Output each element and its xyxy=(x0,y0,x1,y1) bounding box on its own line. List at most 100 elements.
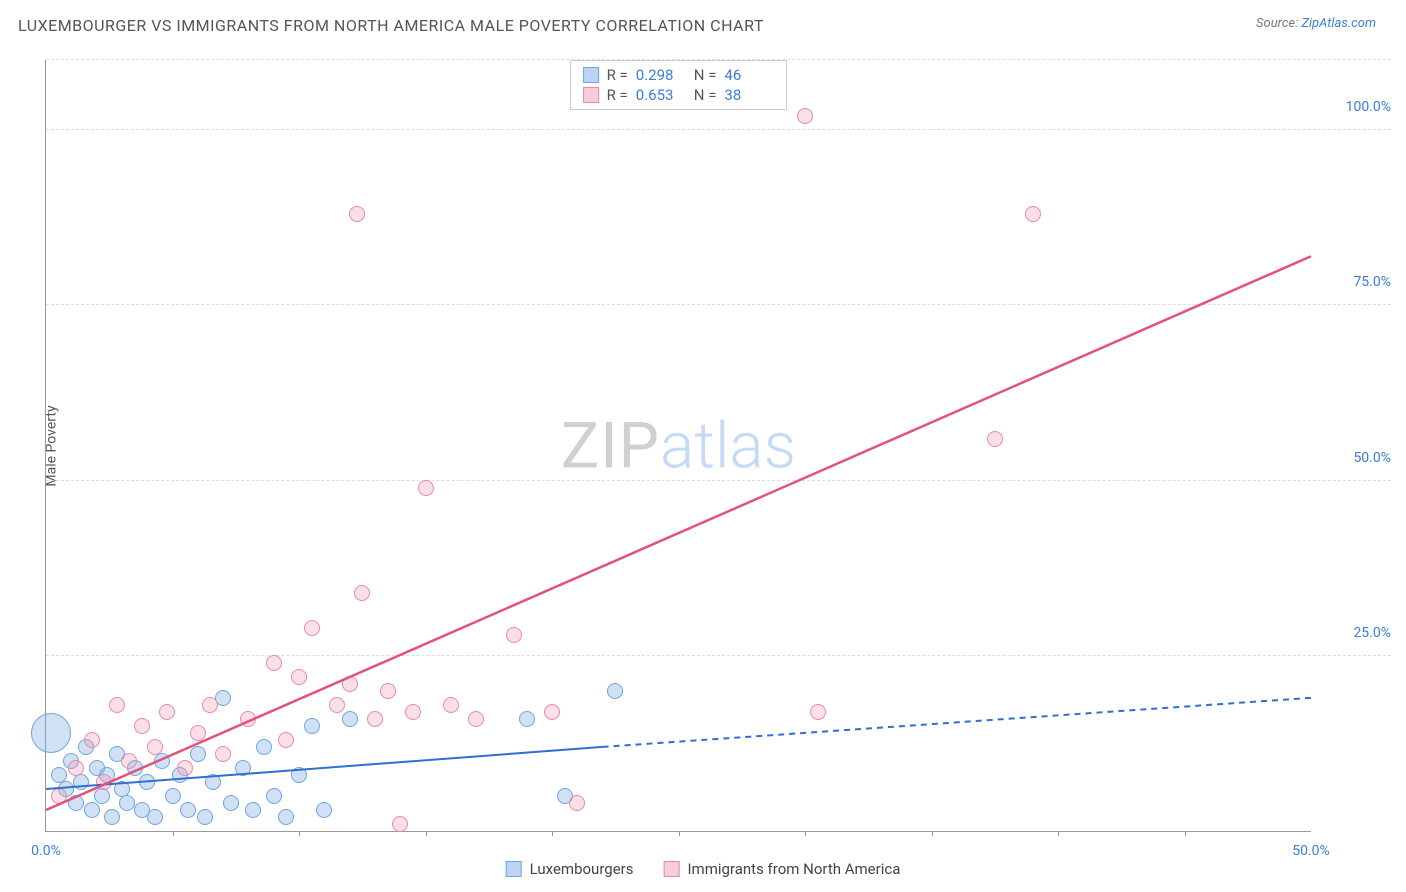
scatter-point xyxy=(147,809,163,825)
legend-label: Luxembourgers xyxy=(530,860,634,878)
scatter-point xyxy=(68,760,84,776)
scatter-point xyxy=(544,704,560,720)
plot-region: ZIPatlas R =0.298N =46R =0.653N =38 25.0… xyxy=(45,60,1311,832)
scatter-point xyxy=(68,795,84,811)
scatter-point xyxy=(607,683,623,699)
legend-item: Luxembourgers xyxy=(506,860,634,878)
scatter-point xyxy=(180,802,196,818)
scatter-point xyxy=(84,802,100,818)
scatter-point xyxy=(291,669,307,685)
scatter-point xyxy=(94,788,110,804)
watermark-zip: ZIP xyxy=(561,408,660,483)
scatter-point xyxy=(245,802,261,818)
legend-swatch xyxy=(583,87,599,103)
chart-area: Male Poverty ZIPatlas R =0.298N =46R =0.… xyxy=(45,60,1311,832)
x-tick-mark xyxy=(1185,831,1186,836)
scatter-point xyxy=(190,746,206,762)
scatter-point xyxy=(987,431,1003,447)
stats-row: R = 0.298 N = 46 xyxy=(583,65,775,85)
scatter-point xyxy=(1025,206,1041,222)
scatter-point xyxy=(190,725,206,741)
gridline xyxy=(46,304,1391,305)
chart-title: LUXEMBOURGER VS IMMIGRANTS FROM NORTH AM… xyxy=(18,16,764,35)
x-tick-label: 50.0% xyxy=(1292,843,1330,859)
r-label: R = xyxy=(607,86,628,104)
scatter-point xyxy=(109,697,125,713)
legend-swatch xyxy=(506,861,522,877)
x-tick-mark xyxy=(173,831,174,836)
x-tick-label: 0.0% xyxy=(31,843,61,859)
scatter-point xyxy=(177,760,193,776)
legend-swatch xyxy=(583,67,599,83)
scatter-point xyxy=(147,739,163,755)
legend-swatch xyxy=(663,861,679,877)
scatter-point xyxy=(165,788,181,804)
scatter-point xyxy=(342,676,358,692)
scatter-point xyxy=(96,774,112,790)
scatter-point xyxy=(134,718,150,734)
watermark: ZIPatlas xyxy=(561,408,796,483)
scatter-point xyxy=(418,480,434,496)
r-label: R = xyxy=(607,66,628,84)
scatter-point xyxy=(329,697,345,713)
scatter-point xyxy=(316,802,332,818)
x-tick-mark xyxy=(1058,831,1059,836)
x-tick-mark xyxy=(805,831,806,836)
correlation-stats-box: R = 0.298 N = 46R = 0.653 N = 38 xyxy=(570,60,788,110)
n-value: 38 xyxy=(724,86,774,104)
source-prefix: Source: xyxy=(1256,16,1301,31)
gridline xyxy=(46,480,1391,481)
n-label: N = xyxy=(694,66,717,84)
scatter-point xyxy=(154,753,170,769)
source-attribution: Source: ZipAtlas.com xyxy=(1256,16,1376,31)
scatter-point xyxy=(304,718,320,734)
trend-lines xyxy=(46,60,1311,831)
scatter-point xyxy=(205,774,221,790)
scatter-point xyxy=(51,788,67,804)
scatter-point xyxy=(159,704,175,720)
scatter-point xyxy=(519,711,535,727)
x-tick-mark xyxy=(679,831,680,836)
scatter-point xyxy=(202,697,218,713)
legend-label: Immigrants from North America xyxy=(687,860,900,878)
scatter-point xyxy=(342,711,358,727)
scatter-point xyxy=(223,795,239,811)
scatter-point xyxy=(367,711,383,727)
scatter-point xyxy=(443,697,459,713)
scatter-point xyxy=(405,704,421,720)
scatter-point xyxy=(215,746,231,762)
n-value: 46 xyxy=(724,66,774,84)
scatter-point xyxy=(139,774,155,790)
r-value: 0.653 xyxy=(636,86,686,104)
scatter-point xyxy=(810,704,826,720)
scatter-point xyxy=(506,627,522,643)
x-tick-mark xyxy=(552,831,553,836)
scatter-point xyxy=(84,732,100,748)
scatter-point xyxy=(354,585,370,601)
scatter-point xyxy=(240,711,256,727)
gridline xyxy=(46,655,1391,656)
scatter-point xyxy=(197,809,213,825)
scatter-point xyxy=(31,713,71,753)
scatter-point xyxy=(569,795,585,811)
scatter-point xyxy=(266,788,282,804)
x-tick-mark xyxy=(932,831,933,836)
scatter-point xyxy=(119,795,135,811)
legend-item: Immigrants from North America xyxy=(663,860,900,878)
scatter-point xyxy=(278,732,294,748)
source-link[interactable]: ZipAtlas.com xyxy=(1301,16,1376,31)
scatter-point xyxy=(73,774,89,790)
scatter-point xyxy=(349,206,365,222)
bottom-legend: Luxembourgers Immigrants from North Ameri… xyxy=(506,860,901,878)
y-tick-label: 50.0% xyxy=(1321,436,1391,466)
scatter-point xyxy=(392,816,408,832)
y-tick-label: 100.0% xyxy=(1321,85,1391,115)
scatter-point xyxy=(380,683,396,699)
r-value: 0.298 xyxy=(636,66,686,84)
scatter-point xyxy=(256,739,272,755)
scatter-point xyxy=(104,809,120,825)
scatter-point xyxy=(121,753,137,769)
stats-row: R =0.653N =38 xyxy=(583,85,775,105)
scatter-point xyxy=(304,620,320,636)
y-tick-label: 25.0% xyxy=(1321,611,1391,641)
